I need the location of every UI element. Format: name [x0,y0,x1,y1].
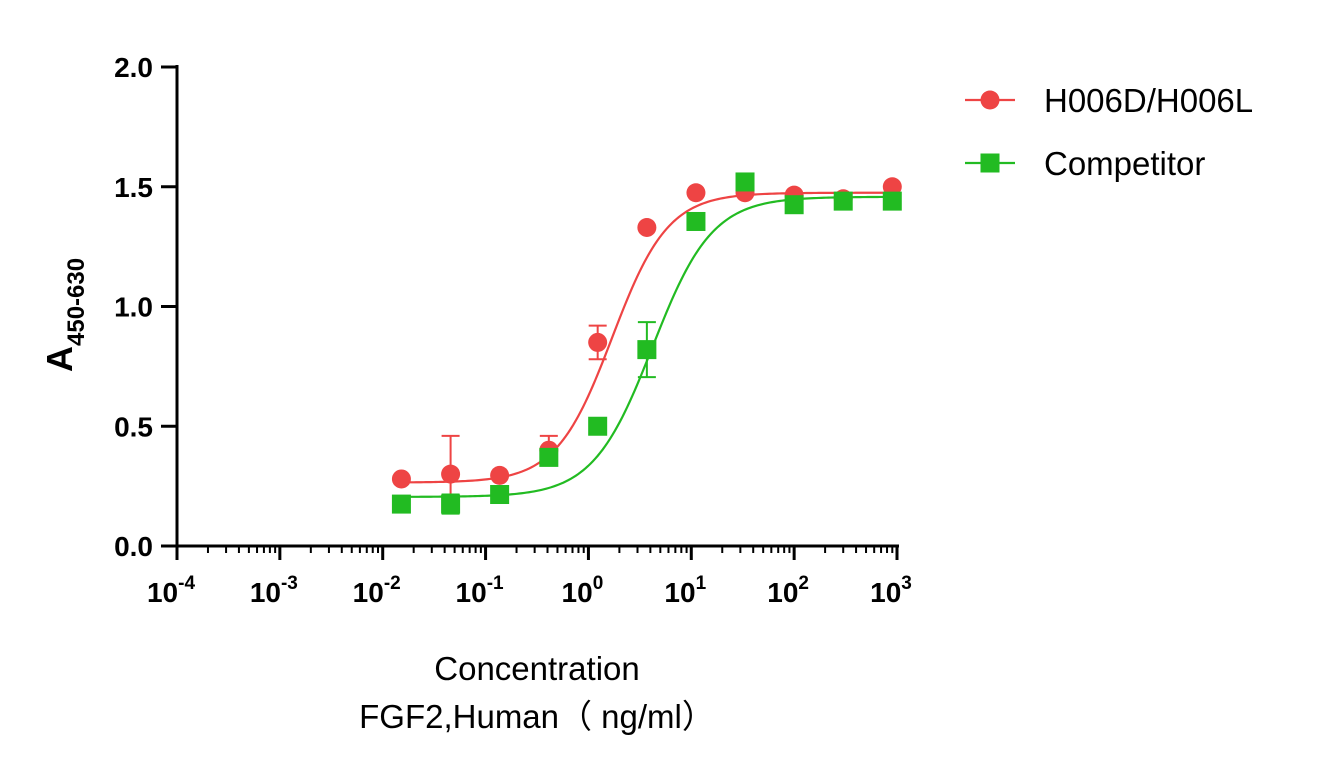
data-point [833,191,853,211]
data-point [441,494,461,514]
x-tick-label: 10-3 [250,573,298,608]
y-axis-title-sub: 450-630 [63,258,90,346]
x-tick-label: 10-4 [147,573,195,608]
data-point [735,172,755,192]
x-axis-title: Concentration [434,650,639,687]
data-point [588,416,608,436]
legend-label: Competitor [1044,145,1205,182]
data-point [490,465,510,485]
data-point [882,191,902,211]
data-point [637,217,657,237]
fit-curve [401,191,893,484]
legend-label: H006D/H006L [1044,82,1253,119]
y-axis-title-main: A [39,346,80,372]
x-tick-label: 101 [664,573,706,608]
data-point [490,485,510,505]
data-point [784,195,804,215]
legend: H006D/H006L Competitor [965,82,1253,182]
y-tick-label: 1.0 [114,292,153,323]
y-tick-label: 1.5 [114,172,153,203]
data-points [391,172,902,515]
y-axis-title: A450-630 [39,258,90,372]
x-tick-label: 103 [870,573,912,608]
data-point [588,332,608,352]
data-point [686,183,706,203]
data-point [391,469,411,489]
data-point [391,494,411,514]
x-tick-label: 10-1 [456,573,504,608]
data-point [441,464,461,484]
data-point [686,211,706,231]
data-point [637,340,657,360]
data-point [539,447,559,467]
x-axis-title-line2: FGF2,Human（ ng/ml） [359,698,715,735]
data-point [882,177,902,197]
x-tick-label: 102 [767,573,809,608]
y-tick-label: 0.0 [114,531,153,562]
x-tick-label: 10-2 [353,573,401,608]
legend-marker [980,90,1000,110]
axes: 0.0 0.5 1.0 1.5 2.0 10-4 10-3 10-2 10-1 100 101 102… [114,52,912,608]
y-tick-label: 0.5 [114,411,153,442]
x-tick-label: 100 [562,573,604,608]
y-tick-label: 2.0 [114,52,153,83]
legend-marker [980,153,1000,173]
